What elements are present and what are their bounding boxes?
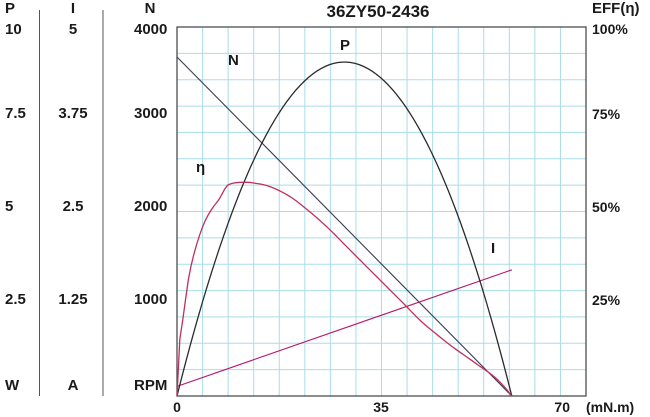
svg-text:5: 5 — [5, 198, 13, 215]
svg-text:P: P — [340, 37, 350, 54]
svg-text:N: N — [228, 52, 239, 69]
svg-text:EFF(η): EFF(η) — [592, 0, 639, 17]
svg-text:1000: 1000 — [134, 291, 167, 308]
svg-text:100%: 100% — [592, 21, 628, 37]
svg-text:70: 70 — [554, 399, 570, 415]
svg-text:W: W — [5, 377, 20, 394]
svg-text:2000: 2000 — [134, 198, 167, 215]
svg-text:0: 0 — [173, 399, 181, 415]
svg-text:7.5: 7.5 — [5, 105, 26, 122]
svg-text:35: 35 — [373, 399, 389, 415]
svg-text:I: I — [71, 0, 75, 17]
svg-text:P: P — [5, 0, 15, 17]
svg-text:10: 10 — [5, 21, 22, 38]
svg-text:η: η — [196, 159, 205, 176]
svg-text:36ZY50-2436: 36ZY50-2436 — [326, 2, 429, 21]
svg-text:50%: 50% — [592, 199, 621, 215]
svg-text:3000: 3000 — [134, 105, 167, 122]
svg-text:4000: 4000 — [134, 21, 167, 38]
svg-text:75%: 75% — [592, 106, 621, 122]
svg-text:25%: 25% — [592, 292, 621, 308]
svg-text:2.5: 2.5 — [5, 291, 26, 308]
svg-text:2.5: 2.5 — [63, 198, 84, 215]
svg-text:3.75: 3.75 — [58, 105, 87, 122]
svg-text:(mN.m): (mN.m) — [586, 399, 634, 415]
svg-text:1.25: 1.25 — [58, 291, 87, 308]
svg-text:N: N — [145, 0, 156, 17]
svg-text:RPM: RPM — [134, 377, 167, 394]
svg-text:A: A — [68, 377, 79, 394]
svg-text:5: 5 — [69, 21, 77, 38]
svg-text:I: I — [491, 240, 495, 257]
